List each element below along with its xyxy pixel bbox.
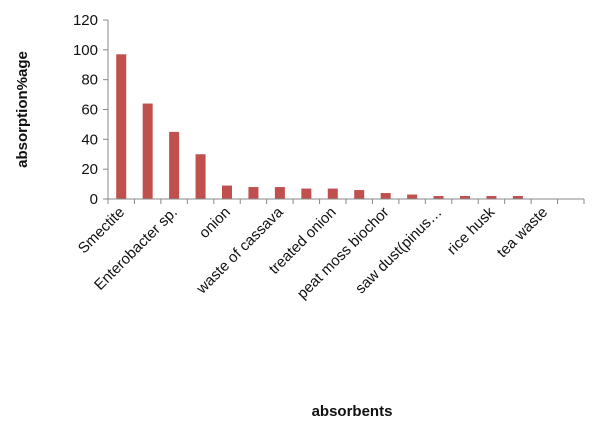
bar-6 [248,187,259,199]
bar-5 [222,185,232,199]
bar-4 [195,154,206,199]
bar-7 [274,187,285,199]
bar-2 [142,103,153,199]
bar-14 [460,196,470,199]
bar-9 [327,188,338,199]
y-tick-label: 100 [73,42,98,59]
bars [116,54,523,199]
x-category-label: Smectite [75,204,128,257]
bar-12 [407,194,418,199]
y-tick-label: 80 [81,72,98,89]
y-tick-label: 0 [90,191,98,208]
x-axis-ticks [107,199,585,204]
y-tick-label: 20 [81,161,98,178]
y-tick-label: 60 [81,102,98,119]
bar-3 [169,131,180,199]
bar-13 [433,196,444,199]
x-axis-title: absorbents [312,403,393,420]
bar-1 [116,54,127,199]
y-axis-title: absorption%age [14,51,31,168]
y-tick-label: 120 [73,12,98,29]
x-category-label: peat moss biochor [294,204,393,303]
bar-8 [301,188,312,199]
x-category-label: rice husk [444,203,499,258]
x-category-label: onion [196,204,234,242]
bar-11 [380,193,391,199]
y-tick-label: 40 [81,131,98,148]
bar-16 [512,196,523,199]
x-category-label: tea waste [494,204,551,261]
y-axis-ticks: 0 20 40 60 80 100 120 [73,12,108,208]
bar-10 [354,190,365,199]
bar-15 [486,196,497,199]
